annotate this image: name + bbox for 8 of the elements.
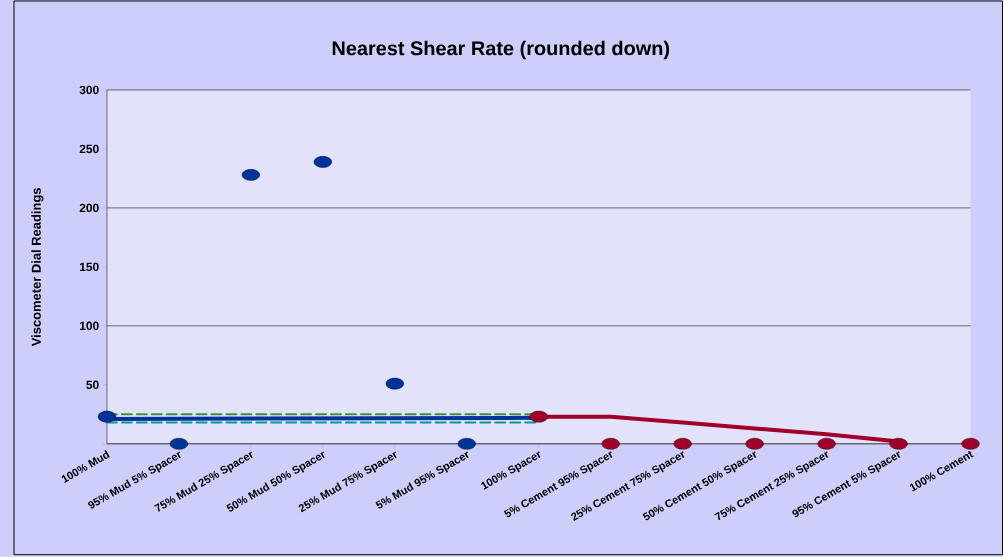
chart-title: Nearest Shear Rate (rounded down) [332,40,670,60]
y-tick-label: 200 [79,203,99,213]
y-tick-label: 250 [79,144,99,154]
y-tick-label: 150 [80,262,99,272]
y-tick-label: 50 [86,380,99,390]
y-axis-title: Viscometer Dial Readings [31,188,44,347]
y-tick-label: 300 [79,85,99,95]
y-tick-label: 100 [80,321,99,331]
